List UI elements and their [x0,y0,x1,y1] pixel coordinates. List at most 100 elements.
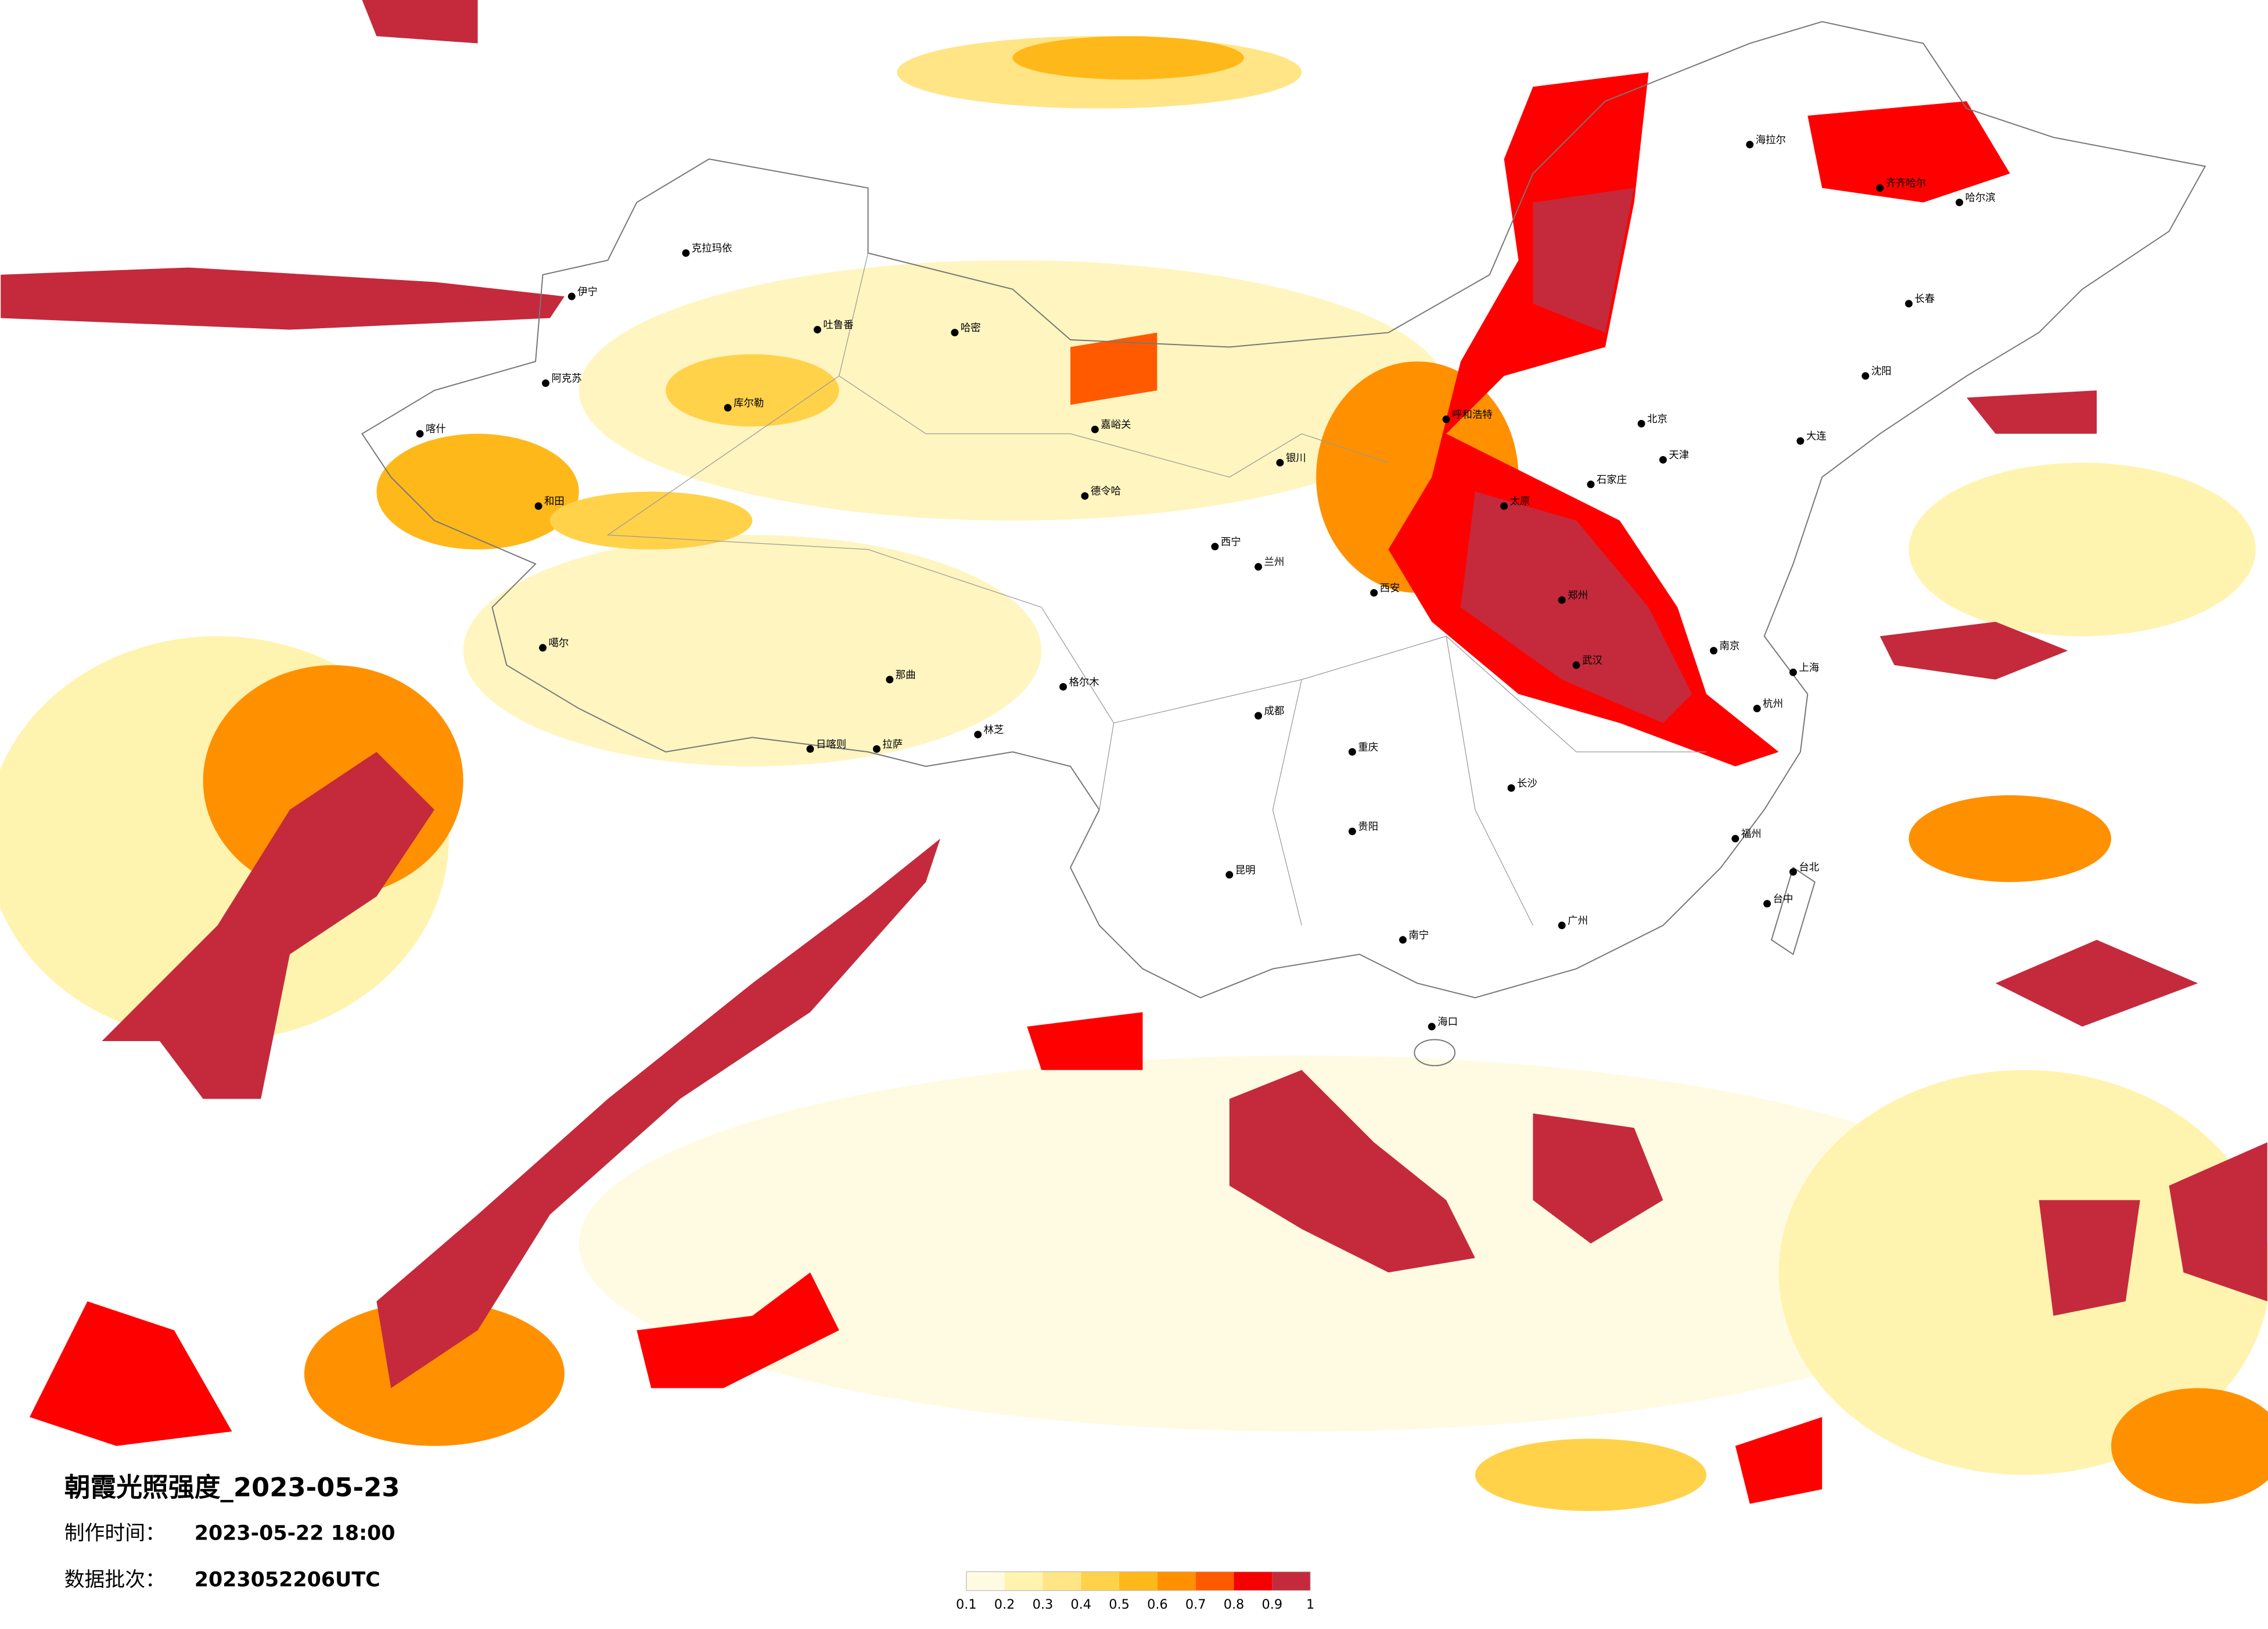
legend-swatch [966,1571,1005,1591]
city-label: 重庆 [1358,742,1378,753]
made-time: 2023-05-22 18:00 [195,1522,396,1545]
city-dot [1558,596,1566,604]
legend-swatch [1081,1571,1120,1591]
city-label: 拉萨 [882,739,903,751]
heat-area [1475,1438,1707,1511]
legend-swatch [1195,1571,1234,1591]
city-label: 大连 [1806,431,1827,443]
city-label: 伊宁 [577,286,598,298]
legend-tick-label: 0.6 [1147,1597,1168,1612]
legend-swatch [1119,1571,1158,1591]
legend-swatch [1004,1571,1043,1591]
city-dot [873,745,880,753]
city-label: 贵阳 [1358,821,1378,833]
heat-area [1533,1113,1663,1244]
city-label: 广州 [1568,915,1588,927]
heat-area [2111,1388,2268,1504]
heat-area [1879,622,2068,680]
city-dot [1731,835,1739,843]
map-title: 朝霞光照强度_2023-05-23 [64,1472,400,1503]
city-label: 阿克苏 [551,373,581,385]
legend-frame [966,1571,1311,1591]
city-dot [1370,589,1378,597]
city-dot [1587,480,1595,489]
heat-area [1995,939,2198,1027]
city-label: 石家庄 [1597,474,1627,486]
city-dot [1225,871,1234,879]
heat-area [1070,332,1158,405]
city-dot [724,404,732,412]
city-dot [1637,419,1645,428]
city-label: 银川 [1286,453,1306,464]
legend: 0.1 0.2 0.3 0.4 0.5 0.6 0.7 0.8 0.9 1 [956,1571,1314,1612]
city-label: 兰州 [1264,557,1285,568]
city-dot [1255,712,1263,720]
heat-area [2039,1200,2140,1316]
province-border [606,253,1707,926]
city-label: 北京 [1647,414,1667,425]
city-label: 长沙 [1517,778,1537,790]
city-dot [539,644,547,652]
city-dot [1572,661,1580,669]
city-dot [1348,827,1356,835]
heat-area [362,0,478,44]
heat-area [1012,36,1244,80]
city-dot [1763,900,1771,908]
legend-swatch [1234,1571,1273,1591]
legend-tick-label: 0.8 [1224,1597,1245,1612]
heat-area [1027,1012,1143,1070]
heat-area [102,752,434,1099]
heat-area [1735,1417,1823,1504]
city-dot [1861,372,1870,380]
made-label: 制作时间： [64,1522,166,1545]
heat-layer [0,0,2268,1511]
heat-area [1,267,565,330]
city-dot [534,502,542,510]
heat-area [578,1055,2025,1431]
boundaries [361,21,2206,1067]
legend-swatch [1157,1571,1196,1591]
heat-area [1778,1070,2268,1475]
city-label: 格尔木 [1069,677,1099,688]
legend-tick-label: 0.4 [1070,1597,1091,1612]
island-outline [1414,1039,1456,1067]
city-dot [1276,458,1284,467]
city-label: 福州 [1741,828,1762,840]
legend-swatch [1043,1571,1081,1591]
city-dot [1753,705,1761,713]
heat-area [1229,1070,1475,1273]
city-dot [1500,502,1508,510]
city-dot [1789,868,1797,876]
city-label: 哈密 [961,322,981,334]
heat-area [1967,390,2097,434]
city-label: 西宁 [1221,536,1241,548]
city-label: 喀什 [426,424,446,435]
city-dot [567,292,576,300]
island-outline [1770,866,1816,956]
city-label: 齐齐哈尔 [1886,178,1926,189]
city-label: 嘉峪关 [1101,419,1131,431]
city-dot [1956,198,1964,206]
legend-tick-label: 0.5 [1109,1597,1130,1612]
heat-area [666,354,839,427]
city-label: 哈尔滨 [1965,192,1996,204]
city-label: 南宁 [1408,930,1429,941]
city-dot [974,730,982,738]
city-label: 噶尔 [549,638,569,650]
city-label: 呼和浩特 [1452,409,1493,421]
city-dot [1428,1022,1436,1031]
heat-area [1908,462,2256,637]
heat-area [549,491,753,550]
heat-area [463,534,1042,767]
city-dot [951,328,959,336]
city-label: 和田 [544,496,565,508]
heat-area [376,433,579,550]
city-dot [1348,748,1356,756]
legend-tick-label: 0.1 [956,1597,977,1612]
city-label: 西安 [1380,583,1400,594]
city-dot [806,745,814,753]
heat-area [637,1272,839,1388]
city-label: 吐鲁番 [823,320,853,331]
city-label: 那曲 [896,669,916,681]
